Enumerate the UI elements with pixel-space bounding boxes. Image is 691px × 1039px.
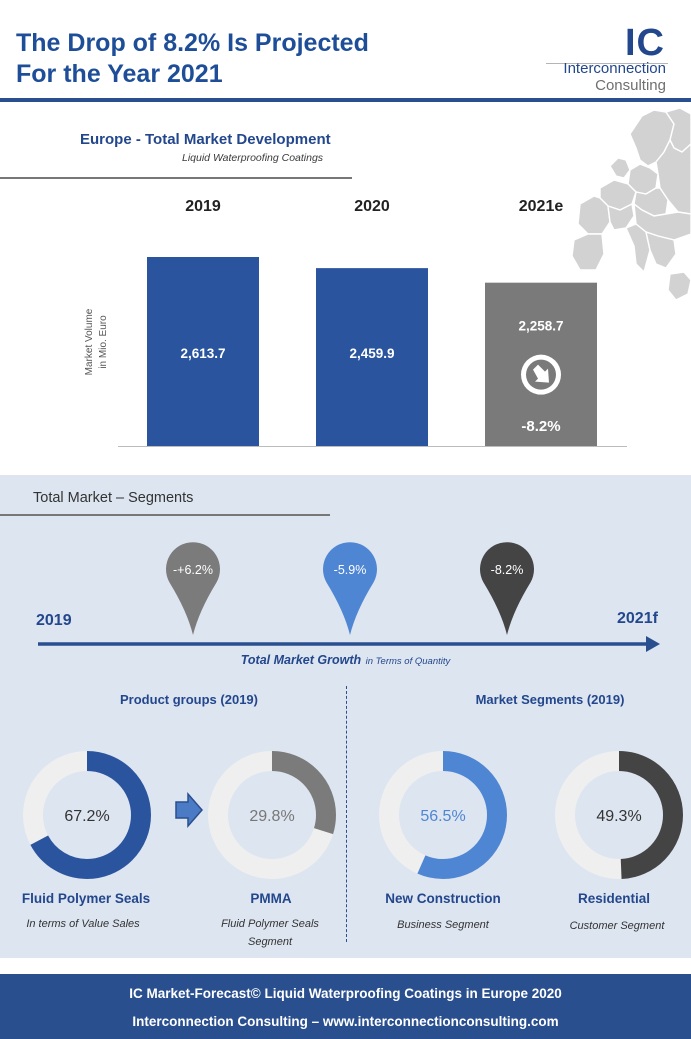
bar-2020: [316, 268, 428, 446]
donut-arc: [379, 751, 507, 879]
logo-mark: IC: [625, 22, 665, 64]
growth-timeline: 2019 2021f -+6.2% -5.9% -8.2%: [36, 542, 660, 652]
logo-divider: [546, 63, 668, 64]
donut-pmma: 29.8%: [208, 751, 336, 879]
donut-new-construction: 56.5%: [379, 751, 507, 879]
donut-name-new-construction: New Construction: [385, 891, 501, 906]
bar-2019: [147, 257, 259, 446]
chart-subtitle: Liquid Waterproofing Coatings: [182, 152, 324, 164]
donut-sub-new-construction: Business Segment: [397, 919, 489, 931]
category-label-2020: 2020: [354, 198, 390, 215]
market-segments-heading: Market Segments (2019): [475, 692, 625, 707]
section-divider: [346, 686, 347, 942]
donut-name-fluid-polymer-seals: Fluid Polymer Seals: [21, 891, 151, 906]
donut-name-residential: Residential: [577, 891, 651, 906]
timeline-arrowhead-icon: [646, 636, 660, 652]
donut-sub-pmma: Fluid Polymer Seals Segment: [200, 915, 340, 951]
growth-pin-label: -8.2%: [491, 563, 524, 577]
donut-sub-residential: Customer Segment: [569, 920, 665, 932]
chart-title-rule: [0, 177, 352, 179]
donut-name-pmma: PMMA: [250, 891, 292, 906]
logo-line-1: Interconnection: [563, 60, 666, 77]
segments-title: Total Market – Segments: [33, 490, 194, 506]
growth-pin-2: -5.9%: [322, 542, 377, 635]
donut-arc: [208, 751, 336, 879]
donut-arc: [555, 751, 683, 879]
title-line-2: For the Year 2021: [16, 60, 223, 88]
donut-arc: [23, 751, 151, 879]
donut-percent: 56.5%: [420, 808, 465, 825]
change-label: -8.2%: [521, 418, 560, 435]
chart-title: Europe - Total Market Development: [80, 131, 331, 148]
y-axis-label-line-1: Market Volume: [84, 308, 95, 375]
donut-percent: 29.8%: [249, 808, 294, 825]
donut-fluid-polymer-seals: 67.2%: [23, 751, 151, 879]
header-divider: [0, 98, 691, 102]
timeline-end-year: 2021f: [617, 610, 659, 627]
timeline-start-year: 2019: [36, 612, 72, 629]
timeline-caption-bold: Total Market Growth: [240, 653, 362, 667]
product-groups-heading: Product groups (2019): [120, 692, 258, 707]
donut-residential: 49.3%: [555, 751, 683, 879]
timeline-caption: Total Market Growth in Terms of Quantity: [0, 651, 691, 669]
category-label-2021e: 2021e: [519, 198, 564, 215]
page-title: The Drop of 8.2% Is Projected For the Ye…: [16, 28, 456, 90]
footer-line-2: Interconnection Consulting – www.interco…: [132, 1014, 559, 1029]
donut-sub-pmma-line-1: Fluid Polymer Seals: [221, 918, 319, 930]
value-label-2020: 2,459.9: [349, 346, 394, 361]
donut-percent: 49.3%: [596, 808, 641, 825]
footer-line-1: IC Market-Forecast© Liquid Waterproofing…: [129, 986, 562, 1001]
market-bar-chart: 20192,613.720202,459.92021e2,258.7-8.2% …: [84, 198, 627, 447]
category-label-2019: 2019: [185, 198, 221, 215]
down-arrow-icon: [521, 354, 561, 395]
logo-line-2: Consulting: [595, 77, 666, 94]
value-label-2019: 2,613.7: [180, 346, 225, 361]
donut-sub-fluid-polymer-seals: In terms of Value Sales: [26, 918, 140, 930]
growth-pin-1: -+6.2%: [166, 542, 221, 635]
donut-sub-pmma-line-2: Segment: [247, 936, 293, 948]
y-axis-label-line-2: in Mio. Euro: [98, 315, 109, 369]
title-line-1: The Drop of 8.2% Is Projected: [16, 29, 369, 57]
timeline-caption-small: in Terms of Quantity: [365, 656, 451, 667]
growth-pin-label: -5.9%: [334, 563, 367, 577]
segments-title-rule: [0, 514, 330, 516]
growth-pin-3: -8.2%: [480, 542, 534, 635]
donut-percent: 67.2%: [64, 808, 109, 825]
arrow-right-icon: [175, 792, 203, 828]
value-label-2021e: 2,258.7: [518, 319, 563, 334]
footer-bar: [0, 974, 691, 1039]
europe-map-icon: [571, 107, 691, 300]
growth-pin-label: -+6.2%: [173, 563, 213, 577]
